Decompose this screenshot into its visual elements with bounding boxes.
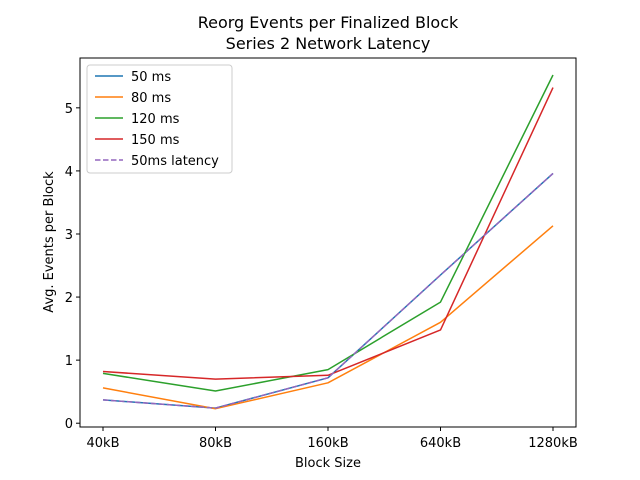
y-tick-label: 2 — [65, 291, 73, 306]
legend-label: 80 ms — [131, 91, 171, 106]
x-tick-label: 160kB — [307, 436, 348, 451]
x-tick-label: 1280kB — [528, 436, 578, 451]
x-axis-label: Block Size — [295, 456, 361, 471]
x-tick-label: 80kB — [199, 436, 232, 451]
y-tick-label: 0 — [65, 417, 73, 432]
legend-label: 50 ms — [131, 70, 171, 85]
series-line-50ms-latency — [102, 172, 554, 409]
y-tick-label: 1 — [65, 354, 73, 369]
legend-label: 120 ms — [131, 112, 180, 127]
x-tick-label: 40kB — [87, 436, 120, 451]
y-tick-label: 4 — [65, 165, 73, 180]
series-line-120-ms — [102, 74, 554, 392]
chart-title: Reorg Events per Finalized Block — [198, 13, 459, 32]
chart-subtitle: Series 2 Network Latency — [226, 34, 431, 53]
legend-label: 50ms latency — [131, 154, 219, 169]
legend-label: 150 ms — [131, 133, 180, 148]
series-line-50-ms — [102, 172, 554, 409]
y-tick-label: 5 — [65, 102, 73, 117]
y-axis-label: Avg. Events per Block — [42, 171, 57, 313]
legend-box — [86, 64, 233, 174]
series-line-150-ms — [102, 87, 554, 380]
y-tick-label: 3 — [65, 228, 73, 243]
series-line-80-ms — [102, 225, 554, 410]
x-tick-label: 640kB — [420, 436, 461, 451]
legend: 50 ms 80 ms 120 ms 150 ms 50ms latency — [86, 64, 233, 174]
